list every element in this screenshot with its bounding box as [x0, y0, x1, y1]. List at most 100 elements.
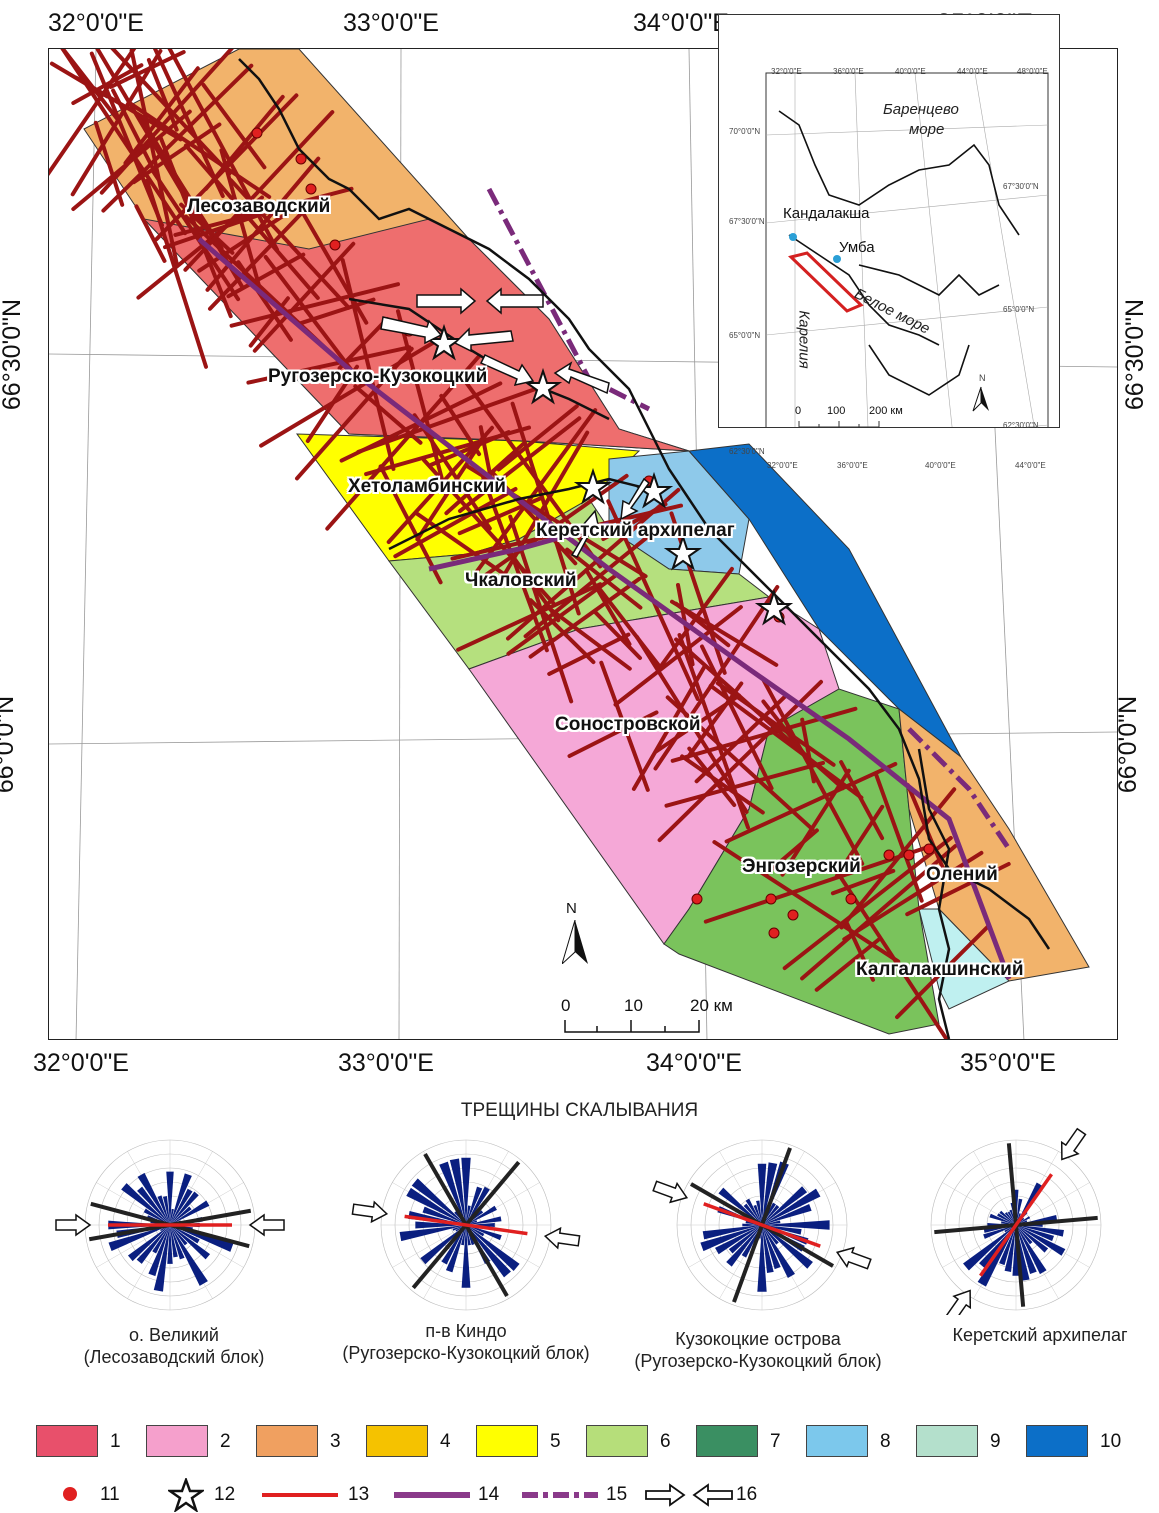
label-sonostrovskoy: Соностровской [555, 714, 701, 735]
fault-line [226, 252, 306, 299]
fault-line [528, 576, 642, 659]
legend-num-10: 10 [1100, 1431, 1122, 1452]
fault-line [364, 425, 531, 477]
inset-scale-200: 200 км [869, 405, 903, 417]
fault-line [393, 487, 518, 559]
fault-line [895, 923, 991, 1020]
fault-line [834, 804, 885, 878]
fault-line [670, 706, 858, 763]
fault-line [708, 683, 864, 800]
legend-num-7: 7 [770, 1431, 781, 1452]
fault-line [567, 710, 659, 758]
fault-line [236, 260, 293, 342]
legend-num-16: 16 [736, 1484, 758, 1505]
label-oleny: Олений [926, 864, 998, 885]
inset-coastline [778, 110, 1020, 396]
inset-scale-0: 0 [795, 405, 802, 417]
fault-line [780, 768, 851, 877]
legend-fault-line-icon [262, 1493, 338, 1497]
fault-line [60, 49, 188, 236]
fault-line [152, 49, 225, 199]
legend-num-14: 14 [478, 1484, 500, 1505]
rose-diagram [351, 1139, 581, 1311]
fault-line [201, 82, 267, 170]
fault-line [703, 844, 933, 924]
fault-line [547, 606, 632, 671]
fault-line [356, 385, 543, 454]
fault-line [252, 241, 356, 353]
fault-line [680, 754, 765, 815]
fault-line [127, 100, 272, 199]
inset-scale-100: 100 [827, 405, 846, 417]
fault-line [150, 168, 241, 302]
fault-line [146, 58, 179, 132]
inset-map: 32°0'0"E 36°0'0"E 40°0'0"E 44°0'0"E 48°0… [718, 14, 1060, 470]
inset-lat-right-65: 65°0'0"N [1003, 305, 1035, 314]
inset-canvas [765, 72, 1049, 427]
inset-lat-right-6730: 67°30'0"N [1003, 182, 1039, 191]
fault-line [183, 143, 320, 300]
fault-line [458, 416, 582, 513]
study-area-box [788, 251, 864, 313]
fault-line [830, 868, 896, 896]
north-label: N [566, 900, 577, 917]
fault-line [547, 632, 631, 676]
legend-point-icon [63, 1487, 77, 1501]
fault-line [89, 51, 164, 228]
rose-diagram [55, 1139, 285, 1311]
label-keret: Керетский архипелаг [536, 520, 735, 541]
fault-line [123, 66, 200, 165]
fault-line [129, 49, 179, 266]
label-engozersky: Энгозерский [742, 856, 861, 877]
inset-lon-top-36: 36°0'0"E [833, 67, 864, 76]
fault-line [70, 49, 163, 197]
legend-num-2: 2 [220, 1431, 231, 1452]
fault-line [132, 122, 222, 185]
fault-line [510, 401, 581, 616]
legend-num-11: 11 [100, 1484, 120, 1505]
legend-num-6: 6 [660, 1431, 671, 1452]
scale-tick-20: 20 км [690, 996, 733, 1015]
legend-box-6 [586, 1425, 648, 1457]
legend-box-8 [806, 1425, 868, 1457]
fault-line [49, 49, 137, 177]
fault-line [208, 200, 315, 311]
fault-line [839, 760, 885, 841]
fault-line [473, 408, 598, 576]
legend-num-9: 9 [990, 1431, 1001, 1452]
rose-caption-4-line1: Керетский архипелаг [952, 1325, 1128, 1345]
fault-line [523, 534, 650, 639]
legend-box-7 [696, 1425, 758, 1457]
label-kalgalakshinsky: Калгалакшинский [856, 959, 1024, 980]
lon-label-32-top: 32°0'0"E [48, 9, 144, 37]
lat-label-6630-right: 66°30'0"N [1121, 298, 1150, 411]
fault-line [110, 49, 232, 176]
rose-caption-1-line1: о. Великий [129, 1325, 219, 1345]
fault-line [601, 502, 668, 541]
legend-num-5: 5 [550, 1431, 561, 1452]
fault-line [506, 572, 620, 656]
fault-line [800, 717, 816, 784]
legend-num-1: 1 [110, 1431, 121, 1452]
legend-row-2: 11 12 13 14 15 16 [60, 1478, 1150, 1512]
shear-title: ТРЕЩИНЫ СКАЛЫВАНИЯ [460, 1100, 699, 1121]
rose-caption-4: Керетский архипелаг [920, 1324, 1159, 1346]
scale-bar [564, 1020, 700, 1033]
legend-box-10 [1026, 1425, 1088, 1457]
block-oleny [898, 707, 1090, 982]
fault-line [814, 937, 882, 992]
legend-num-15: 15 [606, 1484, 628, 1505]
rose-diagram [930, 1127, 1102, 1315]
fault-line [674, 637, 845, 791]
rose-caption-1-line2: (Лесозаводский блок) [83, 1347, 265, 1367]
fault-line [634, 634, 749, 814]
inset-lon-bottom-32: 32°0'0"E [767, 461, 798, 470]
legend-box-5 [476, 1425, 538, 1457]
scale-tick-10: 10 [624, 996, 643, 1015]
inset-lat-left-65: 65°0'0"N [729, 331, 761, 340]
fault-line [183, 110, 335, 272]
lon-label-33-bottom: 33°0'0"E [338, 1049, 434, 1077]
rose-diagram [652, 1139, 872, 1311]
fault-line [800, 844, 958, 981]
legend-num-4: 4 [440, 1431, 451, 1452]
